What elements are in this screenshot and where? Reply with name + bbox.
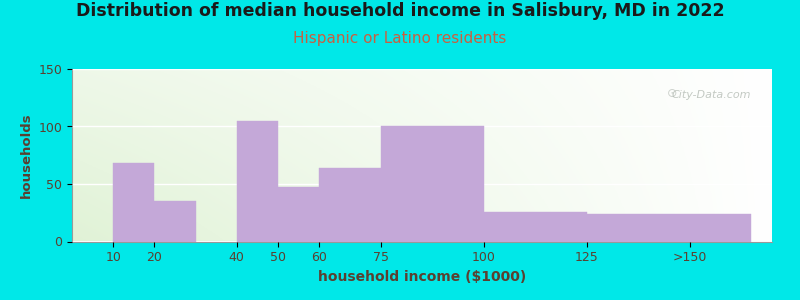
Bar [586,214,751,242]
Y-axis label: households: households [20,112,33,198]
Bar [381,127,484,242]
Bar [319,168,381,242]
Text: ⊙: ⊙ [667,87,678,100]
Text: City-Data.com: City-Data.com [671,90,751,100]
Bar [278,188,319,242]
Bar [484,212,586,242]
Text: Hispanic or Latino residents: Hispanic or Latino residents [294,32,506,46]
X-axis label: household income ($1000): household income ($1000) [318,270,526,284]
Bar [154,201,195,242]
Bar [237,121,278,242]
Text: Distribution of median household income in Salisbury, MD in 2022: Distribution of median household income … [76,2,724,20]
Bar [113,163,154,242]
